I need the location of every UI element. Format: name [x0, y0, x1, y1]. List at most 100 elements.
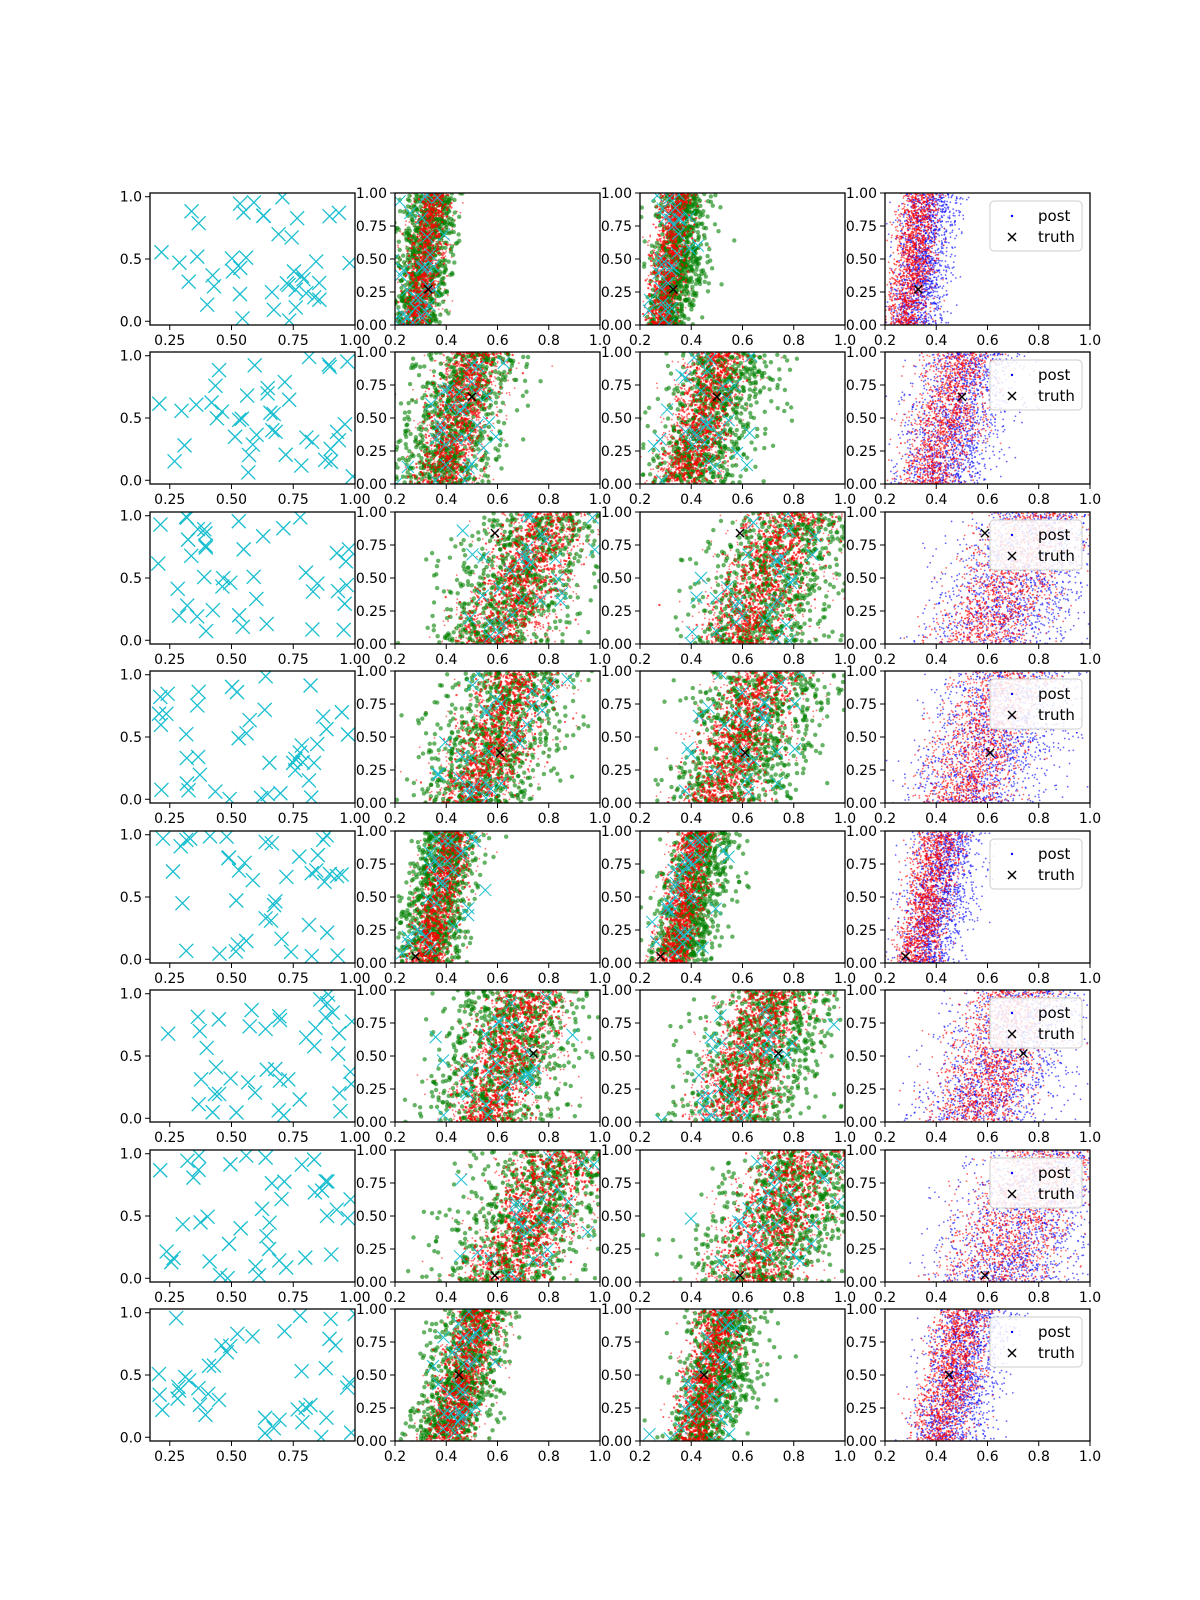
alt-sample	[671, 230, 673, 232]
alt-sample	[678, 320, 680, 322]
alt-sample	[425, 279, 427, 281]
x-tick-label: 0.8	[783, 333, 805, 349]
post-sample	[897, 209, 899, 211]
alt-sample	[683, 231, 685, 233]
alt-sample	[688, 257, 690, 259]
alt-sample	[651, 310, 653, 312]
alt-sample	[450, 202, 452, 204]
green-sample	[691, 303, 695, 307]
alt-sample	[437, 266, 439, 268]
alt-sample	[419, 224, 421, 226]
alt-sample	[682, 259, 684, 261]
alt-sample	[654, 249, 656, 251]
alt-sample	[436, 234, 438, 236]
alt-sample	[441, 257, 443, 259]
green-sample	[456, 232, 460, 236]
alt-sample	[650, 260, 652, 262]
alt-sample	[642, 313, 644, 315]
posterior-panel-row-1-col-3: 0.2 0.4 0.6 0.8 1.00.000.250.500.751.00	[601, 186, 856, 349]
alt-sample	[674, 282, 676, 284]
alt-sample	[648, 317, 650, 319]
alt-sample	[678, 213, 680, 215]
y-tick-label: 1.00	[601, 186, 632, 202]
alt-sample	[405, 275, 407, 277]
alt-sample	[442, 308, 444, 310]
y-tick-label: 0.0	[120, 314, 142, 330]
green-sample	[626, 302, 630, 306]
alt-sample	[665, 234, 667, 236]
alt-sample	[647, 244, 649, 246]
alt-sample	[691, 194, 693, 196]
green-sample	[449, 230, 453, 234]
alt-sample	[438, 215, 440, 217]
alt-sample	[422, 228, 424, 230]
green-sample	[700, 315, 704, 319]
alt-sample	[422, 236, 424, 238]
alt-sample	[680, 291, 682, 293]
alt-sample	[696, 205, 698, 207]
green-sample	[705, 214, 709, 218]
alt-sample	[682, 273, 684, 275]
green-sample	[705, 254, 709, 258]
alt-sample	[669, 294, 671, 296]
alt-sample	[685, 281, 687, 283]
green-sample	[718, 205, 722, 209]
alt-sample	[429, 203, 431, 205]
alt-sample	[689, 202, 691, 204]
alt-sample	[432, 205, 434, 207]
alt-sample	[452, 228, 454, 230]
alt-sample	[677, 199, 679, 201]
alt-sample	[442, 195, 444, 197]
alt-sample	[677, 225, 679, 227]
alt-sample	[664, 295, 666, 297]
alt-sample	[657, 317, 659, 319]
green-sample	[690, 285, 694, 289]
green-sample	[684, 297, 688, 301]
alt-sample	[659, 240, 661, 242]
alt-sample	[662, 249, 664, 251]
alt-sample	[648, 275, 650, 277]
alt-sample	[424, 245, 426, 247]
alt-sample	[412, 279, 414, 281]
alt-sample	[443, 256, 445, 258]
alt-sample	[441, 253, 443, 255]
alt-sample	[411, 272, 413, 274]
alt-sample	[680, 207, 682, 209]
design-points	[155, 190, 357, 327]
alt-sample	[431, 217, 433, 219]
alt-sample	[666, 241, 668, 243]
green-sample	[698, 276, 702, 280]
alt-sample	[661, 299, 663, 301]
alt-sample	[445, 250, 447, 252]
alt-sample	[420, 256, 422, 258]
green-sample	[418, 204, 422, 208]
green-sample	[399, 296, 403, 300]
alt-sample	[667, 206, 669, 208]
alt-sample	[412, 242, 414, 244]
green-sample	[689, 307, 693, 311]
alt-sample	[415, 257, 417, 259]
green-sample	[655, 241, 659, 245]
alt-sample	[656, 301, 658, 303]
alt-sample	[671, 245, 673, 247]
alt-sample	[410, 239, 412, 241]
x-tick-label: 0.25	[154, 333, 185, 349]
green-sample	[710, 266, 714, 270]
alt-sample	[418, 254, 420, 256]
alt-sample	[674, 322, 676, 324]
y-tick-label: 0.00	[601, 318, 632, 334]
posterior-samples	[626, 189, 736, 331]
green-sample	[706, 289, 710, 293]
alt-sample	[429, 273, 431, 275]
alt-sample	[428, 222, 430, 224]
alt-sample	[644, 279, 646, 281]
green-sample	[449, 217, 453, 221]
alt-sample	[408, 294, 410, 296]
alt-sample	[446, 275, 448, 277]
post-sample	[878, 317, 880, 319]
x-tick-label: 0.8	[538, 333, 560, 349]
green-sample	[435, 302, 439, 306]
alt-sample	[669, 247, 671, 249]
design-panel-row-1: 0.25 0.50 0.75 1.000.00.51.0	[120, 190, 371, 349]
